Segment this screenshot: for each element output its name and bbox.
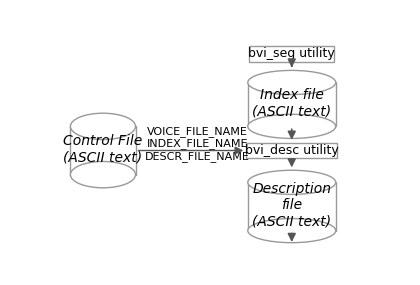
Text: Description
file
(ASCII text): Description file (ASCII text) <box>252 182 331 229</box>
FancyBboxPatch shape <box>249 46 334 62</box>
Ellipse shape <box>71 162 136 188</box>
Polygon shape <box>248 82 336 126</box>
Text: Index file
(ASCII text): Index file (ASCII text) <box>252 88 331 118</box>
Text: VOICE_FILE_NAME
INDEX_FILE_NAME
DESCR_FILE_NAME: VOICE_FILE_NAME INDEX_FILE_NAME DESCR_FI… <box>145 126 250 162</box>
Ellipse shape <box>71 113 136 140</box>
Ellipse shape <box>248 70 336 95</box>
Ellipse shape <box>248 114 336 139</box>
FancyBboxPatch shape <box>246 142 337 158</box>
Ellipse shape <box>248 219 336 243</box>
Text: Control File
(ASCII text): Control File (ASCII text) <box>63 134 142 164</box>
Text: bvi_seg utility: bvi_seg utility <box>248 47 335 60</box>
Polygon shape <box>248 182 336 231</box>
Text: bvi_desc utility: bvi_desc utility <box>245 144 339 157</box>
Ellipse shape <box>248 170 336 194</box>
Polygon shape <box>71 126 136 175</box>
